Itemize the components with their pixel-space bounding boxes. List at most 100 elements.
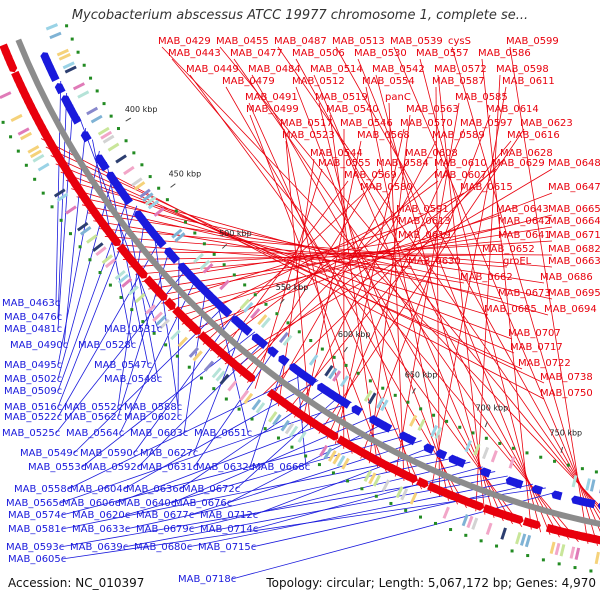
forward-gene-label[interactable]: MAB_0615 [460,182,513,193]
forward-gene-label[interactable]: MAB_0557 [416,48,469,59]
forward-gene-label[interactable]: MAB_0607 [434,170,487,181]
reverse-gene-label[interactable]: MAB_0603c [130,428,188,439]
reverse-gene-label[interactable]: MAB_0592c [84,462,142,473]
reverse-gene-label[interactable]: MAB_0476c [4,312,62,323]
reverse-gene-label[interactable]: MAB_0715c [198,542,256,553]
reverse-gene-label[interactable]: MAB_0680c [134,542,192,553]
forward-gene-label[interactable]: MAB_0512 [292,76,345,87]
reverse-gene-label[interactable]: MAB_0590c [80,448,138,459]
reverse-gene-label[interactable]: MAB_0548c [104,374,162,385]
forward-gene-label[interactable]: MAB_0569 [344,170,397,181]
reverse-gene-label[interactable]: MAB_0574c [8,510,66,521]
reverse-gene-label[interactable]: MAB_0714c [200,524,258,535]
reverse-gene-label[interactable]: MAB_0552c [64,402,122,413]
forward-gene-label[interactable]: MAB_0722 [518,358,571,369]
reverse-gene-label[interactable]: MAB_0672c [182,484,240,495]
forward-gene-label[interactable]: MAB_0570 [400,118,453,129]
forward-gene-label[interactable]: MAB_0540 [326,104,379,115]
reverse-gene-label[interactable]: MAB_0651c [194,428,252,439]
reverse-gene-label[interactable]: MAB_0679c [136,524,194,535]
reverse-gene-label[interactable]: MAB_0639c [70,542,128,553]
forward-gene-label[interactable]: MAB_0568 [357,130,410,141]
forward-gene-label[interactable]: panC [385,92,411,103]
reverse-gene-label[interactable]: MAB_0668c [252,462,310,473]
forward-gene-label[interactable]: MAB_0630 [408,256,461,267]
forward-gene-label[interactable]: MAB_0629 [492,158,545,169]
forward-gene-label[interactable]: MAB_0628 [500,148,553,159]
forward-gene-label[interactable]: MAB_0598 [496,64,549,75]
forward-gene-label[interactable]: MAB_0652 [482,244,535,255]
forward-gene-label[interactable]: MAB_0682 [548,244,600,255]
forward-gene-label[interactable]: MAB_0717 [510,342,563,353]
reverse-gene-label[interactable]: MAB_0463c [2,298,60,309]
forward-gene-label[interactable]: MAB_0530 [354,48,407,59]
forward-gene-label[interactable]: MAB_0585 [455,92,508,103]
forward-gene-label[interactable]: MAB_0591 [396,204,449,215]
reverse-gene-label[interactable]: MAB_0605c [8,554,66,565]
forward-gene-label[interactable]: MAB_0619 [398,230,451,241]
reverse-gene-label[interactable]: MAB_0547c [94,360,152,371]
forward-gene-label[interactable]: MAB_0572 [434,64,487,75]
forward-gene-label[interactable]: MAB_0443 [168,48,221,59]
forward-gene-label[interactable]: MAB_0506 [292,48,345,59]
reverse-gene-label[interactable]: MAB_0564c [66,428,124,439]
reverse-gene-label[interactable]: MAB_0502c [4,374,62,385]
forward-gene-label[interactable]: MAB_0455 [216,36,269,47]
forward-gene-label[interactable]: MAB_0523 [282,130,335,141]
reverse-gene-label[interactable]: MAB_0676c [174,498,232,509]
forward-gene-label[interactable]: MAB_0611 [502,76,555,87]
forward-gene-label[interactable]: MAB_0707 [508,328,561,339]
forward-gene-label[interactable]: MAB_0642 [498,216,551,227]
forward-gene-label[interactable]: MAB_0563 [406,104,459,115]
reverse-gene-label[interactable]: MAB_0565c [6,498,64,509]
reverse-gene-label[interactable]: MAB_0632c [196,462,254,473]
reverse-gene-label[interactable]: MAB_0712c [200,510,258,521]
forward-gene-label[interactable]: MAB_0608 [405,148,458,159]
forward-gene-label[interactable]: MAB_0673 [498,288,551,299]
reverse-gene-label[interactable]: MAB_0562c [64,412,122,423]
forward-gene-label[interactable]: MAB_0663 [548,256,600,267]
forward-gene-label[interactable]: MAB_0555 [318,158,371,169]
forward-gene-label[interactable]: MAB_0750 [540,388,593,399]
reverse-gene-label[interactable]: MAB_0636c [126,484,184,495]
forward-gene-label[interactable]: MAB_0648 [548,158,600,169]
forward-gene-label[interactable]: MAB_0695 [548,288,600,299]
forward-gene-label[interactable]: MAB_0484 [248,64,301,75]
forward-gene-label[interactable]: MAB_0584 [376,158,429,169]
forward-gene-label[interactable]: MAB_0477 [230,48,283,59]
reverse-gene-label[interactable]: MAB_0620c [72,510,130,521]
forward-gene-label[interactable]: MAB_0544 [310,148,363,159]
forward-gene-label[interactable]: MAB_0671 [548,230,600,241]
reverse-gene-label[interactable]: MAB_0581c [8,524,66,535]
forward-gene-label[interactable]: MAB_0614 [486,104,539,115]
forward-gene-label[interactable]: MAB_0580 [360,182,413,193]
reverse-gene-label[interactable]: MAB_0553c [28,462,86,473]
reverse-gene-label[interactable]: MAB_0633c [72,524,130,535]
reverse-gene-label[interactable]: MAB_0631c [140,462,198,473]
forward-gene-label[interactable]: MAB_0623 [520,118,573,129]
forward-gene-label[interactable]: MAB_0613 [398,216,451,227]
forward-gene-label[interactable]: MAB_0616 [507,130,560,141]
forward-gene-label[interactable]: MAB_0517 [280,118,333,129]
reverse-gene-label[interactable]: MAB_0677c [136,510,194,521]
forward-gene-label[interactable]: MAB_0449 [186,64,239,75]
forward-gene-label[interactable]: MAB_0514 [310,64,363,75]
forward-gene-label[interactable]: MAB_0589 [432,130,485,141]
forward-gene-label[interactable]: MAB_0429 [158,36,211,47]
forward-gene-label[interactable]: MAB_0499 [246,104,299,115]
reverse-gene-label[interactable]: MAB_0528c [78,340,136,351]
reverse-gene-label[interactable]: MAB_0481c [4,324,62,335]
forward-gene-label[interactable]: MAB_0597 [460,118,513,129]
reverse-gene-label[interactable]: MAB_0549c [20,448,78,459]
forward-gene-label[interactable]: MAB_0647 [548,182,600,193]
reverse-gene-label[interactable]: MAB_0490c [10,340,68,351]
reverse-gene-label[interactable]: MAB_0522c [4,412,62,423]
reverse-gene-label[interactable]: MAB_0627c [140,448,198,459]
forward-gene-label[interactable]: MAB_0519 [315,92,368,103]
forward-gene-label[interactable]: MAB_0487 [274,36,327,47]
forward-gene-label[interactable]: MAB_0539 [390,36,443,47]
forward-gene-label[interactable]: MAB_0546 [340,118,393,129]
forward-gene-label[interactable]: MAB_0665 [548,204,600,215]
reverse-gene-label[interactable]: MAB_0509c [4,386,62,397]
reverse-gene-label[interactable]: MAB_0593c [6,542,64,553]
